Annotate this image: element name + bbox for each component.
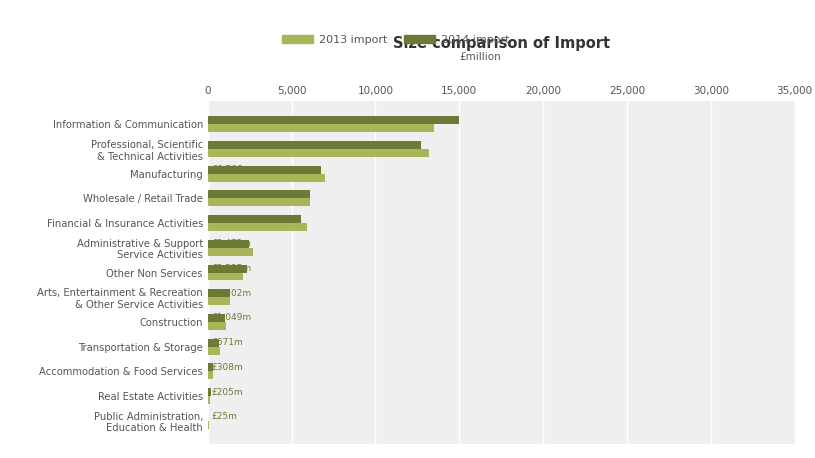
Bar [208,240,249,248]
Bar [208,166,321,174]
Bar [208,248,253,256]
Bar [208,388,211,396]
Bar [208,223,306,231]
Bar [208,174,325,181]
Text: £1,302m: £1,302m [212,289,252,298]
Bar [208,198,310,206]
Bar [208,371,214,379]
Text: £12,723m: £12,723m [212,141,258,149]
Title: Size comparison of Import: Size comparison of Import [393,36,610,51]
Bar [208,364,213,371]
Bar [208,297,231,305]
Bar [208,339,219,347]
Bar [208,124,434,132]
Text: £14,963m: £14,963m [212,116,258,125]
Bar [208,396,209,404]
Bar [208,347,219,354]
Text: £205m: £205m [212,387,243,397]
Text: £5,562m: £5,562m [212,215,252,224]
Bar [208,289,230,297]
Bar [208,273,243,280]
Bar [208,322,227,330]
Text: £1,049m: £1,049m [212,313,252,322]
Text: £6,074m: £6,074m [212,190,252,199]
Legend: 2013 import, 2014 import: 2013 import, 2014 import [278,31,513,49]
Text: £25m: £25m [212,412,237,421]
Text: £6,766m: £6,766m [212,165,252,174]
Bar [208,265,247,273]
Bar [208,141,421,149]
Text: £2,335m: £2,335m [212,264,252,273]
Text: £2,472m: £2,472m [212,240,251,248]
Bar [208,215,301,223]
Bar [208,116,459,124]
Bar [208,191,310,198]
Bar [208,149,430,157]
Bar [208,314,226,322]
Text: £671m: £671m [212,338,243,347]
Text: £million: £million [460,52,501,62]
Text: £308m: £308m [212,363,243,372]
Bar [208,421,209,429]
